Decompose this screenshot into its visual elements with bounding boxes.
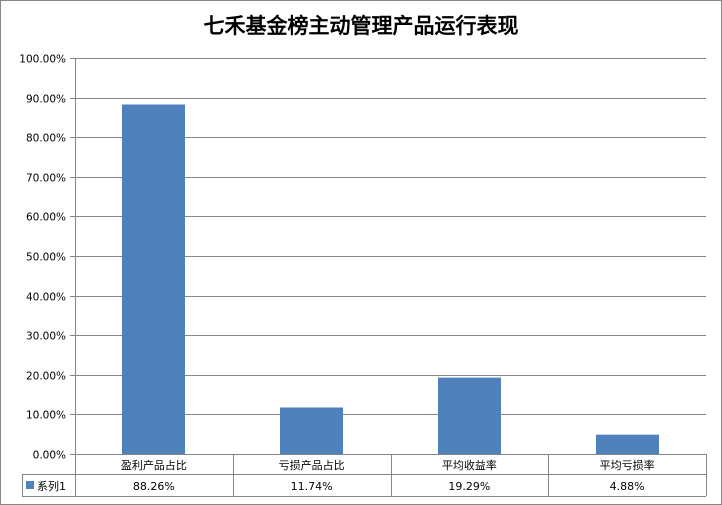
x-category-label: 平均亏损率	[600, 458, 655, 472]
data-label: 4.88%	[610, 480, 645, 493]
x-category-label: 盈利产品占比	[121, 458, 187, 472]
data-label: 88.26%	[133, 480, 175, 493]
chart-title: 七禾基金榜主动管理产品运行表现	[204, 13, 519, 38]
y-tick-label: 30.00%	[26, 331, 66, 343]
legend-swatch	[26, 481, 34, 489]
y-tick-label: 60.00%	[26, 212, 66, 224]
y-tick-label: 0.00%	[33, 450, 66, 462]
data-label: 11.74%	[291, 480, 333, 493]
data-label: 19.29%	[448, 480, 490, 493]
y-tick-label: 40.00%	[26, 292, 66, 304]
y-tick-label: 100.00%	[19, 54, 66, 66]
y-tick-label: 90.00%	[26, 94, 66, 106]
y-tick-label: 50.00%	[26, 252, 66, 264]
bar	[596, 434, 659, 454]
y-tick-label: 10.00%	[26, 410, 66, 422]
y-tick-label: 80.00%	[26, 133, 66, 145]
bar	[438, 377, 501, 454]
x-category-label: 平均收益率	[442, 458, 497, 472]
x-category-label: 亏损产品占比	[279, 458, 345, 472]
bar	[122, 104, 185, 454]
y-tick-label: 20.00%	[26, 371, 66, 383]
legend-series-name: 系列1	[37, 479, 66, 493]
bar	[280, 407, 343, 454]
y-tick-label: 70.00%	[26, 173, 66, 185]
